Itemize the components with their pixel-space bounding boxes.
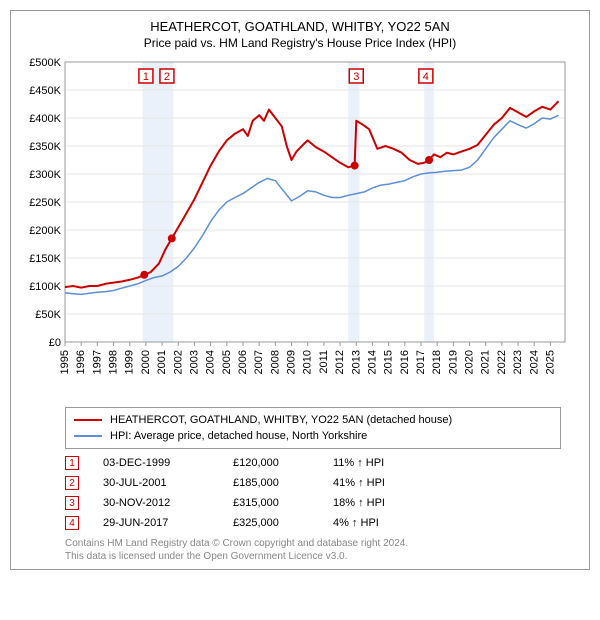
license-text: Contains HM Land Registry data © Crown c… bbox=[65, 537, 561, 563]
svg-text:2020: 2020 bbox=[464, 350, 476, 374]
svg-text:2016: 2016 bbox=[399, 350, 411, 374]
svg-text:2018: 2018 bbox=[431, 350, 443, 374]
legend-row-2: HPI: Average price, detached house, Nort… bbox=[74, 428, 552, 444]
sales-pct: 4% ↑ HPI bbox=[333, 517, 443, 529]
sales-row: 1 03-DEC-1999£120,00011% ↑ HPI bbox=[65, 453, 561, 473]
svg-text:2001: 2001 bbox=[156, 350, 168, 374]
svg-text:4: 4 bbox=[423, 71, 429, 83]
svg-text:£0: £0 bbox=[49, 337, 61, 349]
svg-text:2023: 2023 bbox=[512, 350, 524, 374]
sales-date: 30-JUL-2001 bbox=[103, 477, 233, 489]
sales-table: 1 03-DEC-1999£120,00011% ↑ HPI 2 30-JUL-200… bbox=[65, 453, 561, 533]
svg-text:1999: 1999 bbox=[124, 350, 136, 374]
svg-text:£150K: £150K bbox=[29, 253, 61, 265]
svg-text:3: 3 bbox=[353, 71, 359, 83]
sales-pct: 18% ↑ HPI bbox=[333, 497, 443, 509]
svg-text:2003: 2003 bbox=[188, 350, 200, 374]
svg-text:2005: 2005 bbox=[221, 350, 233, 374]
svg-text:1: 1 bbox=[143, 71, 149, 83]
svg-text:2004: 2004 bbox=[205, 350, 217, 374]
svg-text:1997: 1997 bbox=[91, 350, 103, 374]
svg-text:2022: 2022 bbox=[496, 350, 508, 374]
svg-text:£50K: £50K bbox=[35, 309, 61, 321]
legend-label-1: HEATHERCOT, GOATHLAND, WHITBY, YO22 5AN … bbox=[110, 414, 452, 426]
sales-price: £185,000 bbox=[233, 477, 333, 489]
sales-marker: 1 bbox=[65, 456, 79, 470]
sales-date: 30-NOV-2012 bbox=[103, 497, 233, 509]
svg-text:2010: 2010 bbox=[302, 350, 314, 374]
svg-text:2000: 2000 bbox=[140, 350, 152, 374]
svg-text:1998: 1998 bbox=[108, 350, 120, 374]
svg-text:£250K: £250K bbox=[29, 197, 61, 209]
title-block: HEATHERCOT, GOATHLAND, WHITBY, YO22 5AN … bbox=[19, 19, 581, 50]
svg-text:2014: 2014 bbox=[366, 350, 378, 374]
sales-row: 3 30-NOV-2012£315,00018% ↑ HPI bbox=[65, 493, 561, 513]
svg-text:2025: 2025 bbox=[544, 350, 556, 374]
svg-text:2017: 2017 bbox=[415, 350, 427, 374]
svg-text:£350K: £350K bbox=[29, 141, 61, 153]
legend-swatch-1 bbox=[74, 419, 102, 421]
sales-marker: 2 bbox=[65, 476, 79, 490]
svg-text:£400K: £400K bbox=[29, 113, 61, 125]
sales-price: £315,000 bbox=[233, 497, 333, 509]
chart-svg: £0 £50K £100K £150K £200K £250K £300K £350K £400… bbox=[19, 56, 579, 401]
svg-text:1995: 1995 bbox=[59, 350, 71, 374]
svg-text:2: 2 bbox=[164, 71, 170, 83]
svg-text:£300K: £300K bbox=[29, 169, 61, 181]
svg-text:2015: 2015 bbox=[383, 350, 395, 374]
svg-text:2012: 2012 bbox=[334, 350, 346, 374]
legend-label-2: HPI: Average price, detached house, Nort… bbox=[110, 430, 367, 442]
svg-text:2011: 2011 bbox=[318, 350, 330, 374]
svg-text:2009: 2009 bbox=[286, 350, 298, 374]
legend-row-1: HEATHERCOT, GOATHLAND, WHITBY, YO22 5AN … bbox=[74, 412, 552, 428]
chart-title: HEATHERCOT, GOATHLAND, WHITBY, YO22 5AN bbox=[19, 19, 581, 34]
chart-subtitle: Price paid vs. HM Land Registry's House … bbox=[19, 36, 581, 50]
svg-text:2019: 2019 bbox=[447, 350, 459, 374]
sales-row: 4 29-JUN-2017£325,0004% ↑ HPI bbox=[65, 513, 561, 533]
svg-text:2024: 2024 bbox=[528, 350, 540, 374]
license-line-1: Contains HM Land Registry data © Crown c… bbox=[65, 537, 561, 550]
svg-text:£200K: £200K bbox=[29, 225, 61, 237]
chart-container: HEATHERCOT, GOATHLAND, WHITBY, YO22 5AN … bbox=[10, 10, 590, 570]
legend-swatch-2 bbox=[74, 435, 102, 437]
svg-text:£450K: £450K bbox=[29, 85, 61, 97]
sales-price: £120,000 bbox=[233, 457, 333, 469]
license-line-2: This data is licensed under the Open Gov… bbox=[65, 550, 561, 563]
svg-text:2008: 2008 bbox=[269, 350, 281, 374]
sales-price: £325,000 bbox=[233, 517, 333, 529]
sales-row: 2 30-JUL-2001£185,00041% ↑ HPI bbox=[65, 473, 561, 493]
sales-date: 03-DEC-1999 bbox=[103, 457, 233, 469]
sales-marker: 3 bbox=[65, 496, 79, 510]
chart-area: £0 £50K £100K £150K £200K £250K £300K £350K £400… bbox=[19, 56, 579, 401]
svg-text:2007: 2007 bbox=[253, 350, 265, 374]
svg-text:2021: 2021 bbox=[480, 350, 492, 374]
svg-text:2013: 2013 bbox=[350, 350, 362, 374]
sales-pct: 11% ↑ HPI bbox=[333, 457, 443, 469]
sales-marker: 4 bbox=[65, 516, 79, 530]
svg-text:1996: 1996 bbox=[75, 350, 87, 374]
svg-text:£500K: £500K bbox=[29, 57, 61, 69]
svg-text:2006: 2006 bbox=[237, 350, 249, 374]
svg-text:2002: 2002 bbox=[172, 350, 184, 374]
svg-text:£100K: £100K bbox=[29, 281, 61, 293]
sales-date: 29-JUN-2017 bbox=[103, 517, 233, 529]
legend: HEATHERCOT, GOATHLAND, WHITBY, YO22 5AN … bbox=[65, 407, 561, 449]
sales-pct: 41% ↑ HPI bbox=[333, 477, 443, 489]
